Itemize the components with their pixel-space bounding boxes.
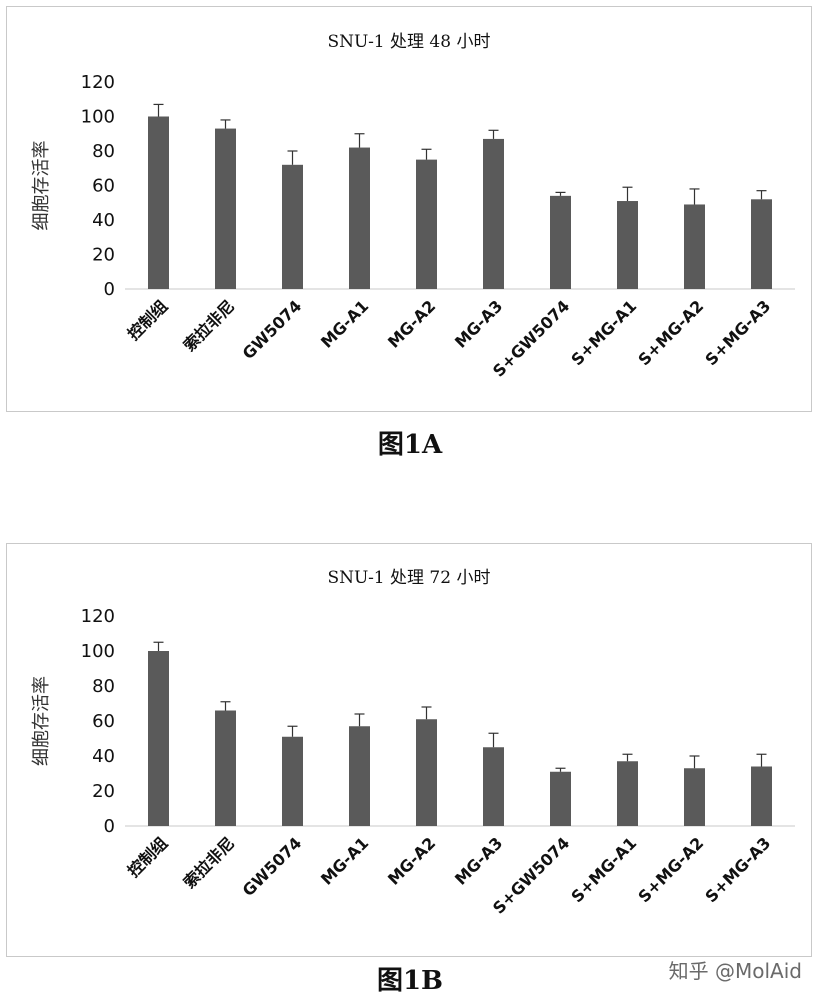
x-tick-label: 控制组: [124, 296, 171, 343]
bar: [282, 164, 303, 289]
bar: [215, 710, 236, 826]
bar: [617, 201, 638, 289]
x-tick-label: S+MG-A2: [634, 296, 707, 369]
y-tick-label: 100: [81, 641, 115, 662]
bar: [416, 159, 437, 289]
x-tick-label: GW5074: [239, 296, 306, 363]
y-tick-label: 80: [92, 676, 115, 697]
chart-panel-b: SNU-1 处理 72 小时细胞存活率 0 20 40 60 80 100 120 控制组 索拉非…: [6, 543, 812, 957]
y-tick-label: 60: [92, 711, 115, 732]
bar: [684, 204, 705, 289]
bar: [349, 726, 370, 826]
bar: [282, 736, 303, 826]
x-tick-label: 控制组: [124, 833, 171, 880]
y-tick-label: 20: [92, 781, 115, 802]
y-tick-label: 120: [81, 606, 115, 627]
x-tick-label: S+MG-A2: [634, 833, 707, 906]
x-tick-label: S+MG-A1: [567, 296, 640, 369]
x-tick-label: GW5074: [239, 833, 306, 900]
bar: [550, 195, 571, 289]
bar: [349, 147, 370, 289]
figure-caption-b: 图1B: [376, 966, 444, 996]
chart-title: SNU-1 处理 72 小时: [328, 568, 491, 588]
y-tick-label: 100: [81, 107, 115, 128]
bar: [483, 747, 504, 826]
bar: [751, 766, 772, 826]
figure-caption-a: 图1A: [377, 430, 443, 460]
bar: [148, 116, 169, 289]
x-tick-label: MG-A1: [317, 296, 372, 351]
x-tick-label: MG-A1: [317, 833, 372, 888]
y-axis-label: 细胞存活率: [31, 141, 52, 231]
x-tick-label: S+MG-A1: [567, 833, 640, 906]
x-tick-label: MG-A3: [451, 296, 506, 351]
watermark-text: 知乎 @MolAid: [668, 959, 802, 983]
bar: [617, 761, 638, 826]
bar: [483, 138, 504, 289]
x-tick-label: S+MG-A3: [701, 833, 774, 906]
y-tick-label: 40: [92, 746, 115, 767]
x-tick-label: 索拉非尼: [180, 833, 239, 892]
y-tick-label: 40: [92, 210, 115, 231]
x-tick-label: S+MG-A3: [701, 296, 774, 369]
chart-panel-a: SNU-1 处理 48 小时细胞存活率 0 20 40 60 80 100 120 控制组 索拉非…: [6, 6, 812, 412]
x-tick-label: 索拉非尼: [180, 296, 239, 355]
chart-title: SNU-1 处理 48 小时: [328, 32, 491, 52]
x-tick-label: MG-A3: [451, 833, 506, 888]
bar: [684, 768, 705, 826]
bar: [215, 128, 236, 289]
y-tick-label: 120: [81, 72, 115, 93]
y-tick-label: 0: [104, 816, 115, 837]
y-tick-label: 60: [92, 176, 115, 197]
y-tick-label: 80: [92, 141, 115, 162]
y-tick-label: 0: [104, 279, 115, 300]
x-tick-label: MG-A2: [384, 296, 439, 351]
bar: [416, 719, 437, 826]
y-axis-label: 细胞存活率: [31, 676, 52, 766]
x-tick-label: MG-A2: [384, 833, 439, 888]
bar: [148, 651, 169, 826]
y-tick-label: 20: [92, 245, 115, 266]
bar: [550, 771, 571, 826]
bar: [751, 199, 772, 289]
